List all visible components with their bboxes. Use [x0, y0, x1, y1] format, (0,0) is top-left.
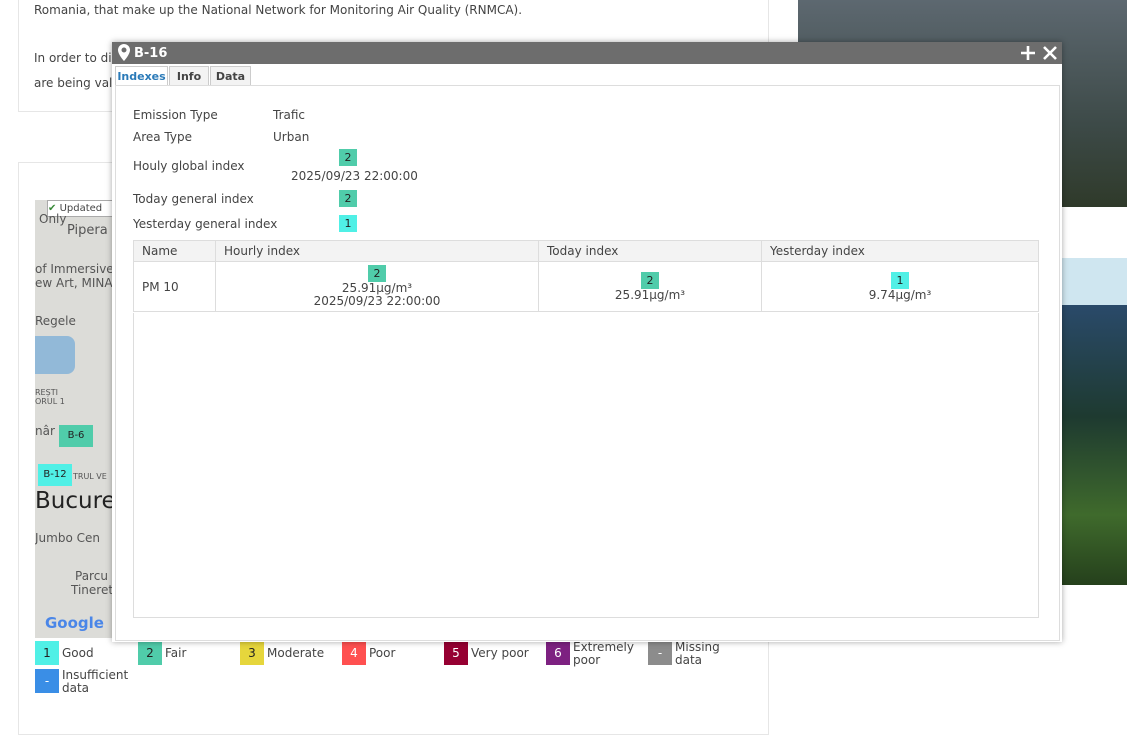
legend-swatch: 2 — [138, 641, 162, 665]
map-label: REȘTI — [35, 388, 58, 397]
legend-swatch: 4 — [342, 641, 366, 665]
tab[interactable]: Data — [210, 66, 251, 86]
legend-swatch: - — [648, 641, 672, 665]
map-label: Regele — [35, 314, 76, 328]
legend-label: Poor — [369, 646, 396, 660]
map-control[interactable] — [35, 336, 75, 374]
column-header: Today index — [538, 240, 762, 262]
map-label: of Immersive — [35, 262, 114, 276]
dialog-titlebar: B-16 — [112, 42, 1062, 64]
index-badge: 2 — [368, 265, 386, 282]
index-badge: 2 — [641, 271, 659, 289]
map-label: Parcu — [75, 569, 108, 583]
field-label: Today general index — [133, 192, 254, 206]
field-label: Yesterday general index — [133, 217, 278, 231]
paragraph-line: are being vali — [34, 76, 116, 90]
map-label: Tineretu — [71, 583, 121, 597]
tab[interactable]: Indexes — [115, 66, 168, 86]
map-label: Pipera — [67, 223, 108, 238]
cell-value: 25.91µg/m³ — [614, 287, 686, 302]
map-label: Bucure — [35, 488, 116, 514]
legend-swatch: - — [35, 669, 59, 693]
table-body-area — [133, 313, 1039, 618]
updated-text: Updated — [59, 203, 103, 214]
cell-yesterday: 1 9.74µg/m³ — [761, 261, 1039, 312]
legend-label: Insufficient data — [62, 668, 129, 695]
legend-label: Fair — [165, 646, 187, 660]
field-value: Urban — [273, 130, 310, 144]
index-badge: 2 — [339, 190, 357, 207]
index-badge: 1 — [339, 215, 357, 232]
legend-swatch: 6 — [546, 641, 570, 665]
index-badge: 1 — [891, 271, 909, 289]
column-header: Yesterday index — [761, 240, 1039, 262]
dialog-title: B-16 — [134, 46, 168, 61]
table-header: Name Hourly index Today index Yesterday … — [133, 240, 1039, 262]
index-table: Name Hourly index Today index Yesterday … — [133, 240, 1039, 312]
field-time: 2025/09/23 22:00:00 — [291, 169, 418, 183]
field-label: Emission Type — [133, 108, 218, 122]
legend-swatch: 5 — [444, 641, 468, 665]
legend-swatch: 3 — [240, 641, 264, 665]
field-label: Area Type — [133, 130, 192, 144]
station-marker[interactable]: B-12 — [38, 464, 72, 486]
column-header: Hourly index — [215, 240, 539, 262]
tab[interactable]: Info — [169, 66, 209, 86]
table-row: PM 10 2 25.91µg/m³ 2025/09/23 22:00:00 2… — [133, 261, 1039, 312]
station-marker[interactable]: B-6 — [59, 425, 93, 447]
google-logo: Google — [45, 614, 104, 632]
map-label: TRUL VE — [73, 472, 107, 481]
legend-swatch: 1 — [35, 641, 59, 665]
tab-panel — [115, 85, 1060, 641]
legend-label: Extremely poor — [573, 640, 634, 667]
field-label: Houly global index — [133, 159, 245, 173]
index-badge: 2 — [339, 149, 357, 166]
map-label: ew Art, MINA — [35, 276, 113, 290]
station-dialog: B-16 Indexes Info Data — [112, 42, 1062, 642]
field-value: Trafic — [273, 108, 306, 122]
intro-text: Romania, that make up the National Netwo… — [34, 3, 523, 17]
legend-label: Moderate — [267, 646, 325, 660]
cell-hourly: 2 25.91µg/m³ 2025/09/23 22:00:00 — [215, 261, 539, 312]
cell-today: 2 25.91µg/m³ — [538, 261, 762, 312]
map-label: ORUL 1 — [35, 397, 65, 406]
map-label: Only — [39, 212, 67, 226]
paragraph-line: In order to di — [34, 51, 112, 65]
maximize-button[interactable] — [1020, 45, 1036, 61]
cell-value: 9.74µg/m³ — [868, 287, 932, 302]
cell-value: 25.91µg/m³ — [341, 281, 413, 295]
legend-label: Good — [62, 646, 94, 660]
legend-label: Very poor — [471, 646, 529, 660]
cell-time: 2025/09/23 22:00:00 — [313, 294, 441, 308]
column-header: Name — [133, 240, 216, 262]
map-label: nâr — [35, 424, 55, 438]
updated-badge: ✔ Updated — [47, 200, 119, 217]
close-button[interactable] — [1042, 45, 1058, 61]
legend-label: Missing data — [675, 640, 720, 667]
map-label: Jumbo Cen — [35, 531, 100, 545]
pin-icon — [118, 44, 130, 61]
cell-name: PM 10 — [133, 261, 216, 312]
